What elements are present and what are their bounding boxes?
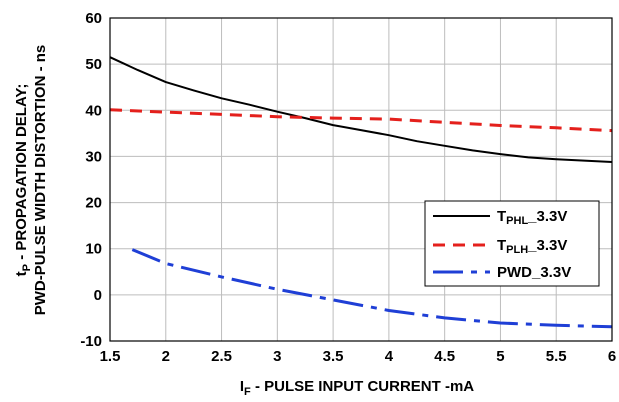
x-tick-label: 3.5 bbox=[323, 348, 344, 365]
y-tick-label: 50 bbox=[85, 56, 102, 73]
y-tick-label: 30 bbox=[85, 148, 102, 165]
y-axis-title-rest: - PROPAGATION DELAY; bbox=[13, 84, 30, 264]
x-axis-title-main: I bbox=[240, 378, 244, 395]
y-tick-label: 20 bbox=[85, 195, 102, 212]
y-axis-title-line2: PWD-PULSE WIDTH DISTORTION - ns bbox=[32, 45, 49, 316]
series-line-pwd bbox=[131, 248, 613, 329]
y-axis-title-line1: tP - PROPAGATION DELAY; bbox=[13, 84, 33, 277]
y-tick-label: 10 bbox=[85, 241, 102, 258]
y-tick-label: 60 bbox=[85, 10, 102, 27]
series-lines bbox=[109, 56, 613, 329]
x-axis-title: IF - PULSE INPUT CURRENT -mA bbox=[240, 378, 474, 398]
x-tick-label: 2.5 bbox=[211, 348, 232, 365]
legend-label-tphl: TPHL_3.3V bbox=[497, 208, 567, 227]
x-tick-label: 6 bbox=[608, 348, 616, 365]
x-tick-label: 5 bbox=[496, 348, 504, 365]
legend: TPHL_3.3V TPLH_3.3V PWD_3.3V bbox=[424, 200, 600, 287]
grid bbox=[109, 17, 613, 342]
x-tick-label: 4 bbox=[385, 348, 394, 365]
x-tick-labels: 1.5 2 2.5 3 3.5 4 4.5 5 5.5 6 bbox=[100, 348, 617, 365]
y-tick-labels: -10 0 10 20 30 40 50 60 bbox=[80, 10, 102, 350]
x-axis-title-sub: F bbox=[244, 386, 251, 398]
legend-label-tplh: TPLH_3.3V bbox=[497, 237, 567, 256]
x-axis-title-rest: - PULSE INPUT CURRENT -mA bbox=[251, 378, 475, 395]
y-axis-title-main: t bbox=[13, 271, 30, 276]
y-tick-label: 0 bbox=[94, 287, 102, 304]
x-tick-label: 2 bbox=[162, 348, 170, 365]
plot-frame bbox=[109, 17, 613, 342]
series-line-tplh bbox=[109, 108, 613, 133]
x-tick-label: 4.5 bbox=[434, 348, 455, 365]
y-tick-label: 40 bbox=[85, 102, 102, 119]
y-tick-label: -10 bbox=[80, 333, 102, 350]
legend-label-pwd: PWD_3.3V bbox=[497, 264, 571, 281]
y-axis-title: tP - PROPAGATION DELAY; PWD-PULSE WIDTH … bbox=[13, 45, 49, 316]
x-tick-label: 5.5 bbox=[546, 348, 567, 365]
series-line-tphl bbox=[109, 56, 613, 163]
y-axis-title-sub: P bbox=[21, 264, 33, 271]
x-tick-label: 3 bbox=[273, 348, 281, 365]
x-tick-label: 1.5 bbox=[100, 348, 121, 365]
